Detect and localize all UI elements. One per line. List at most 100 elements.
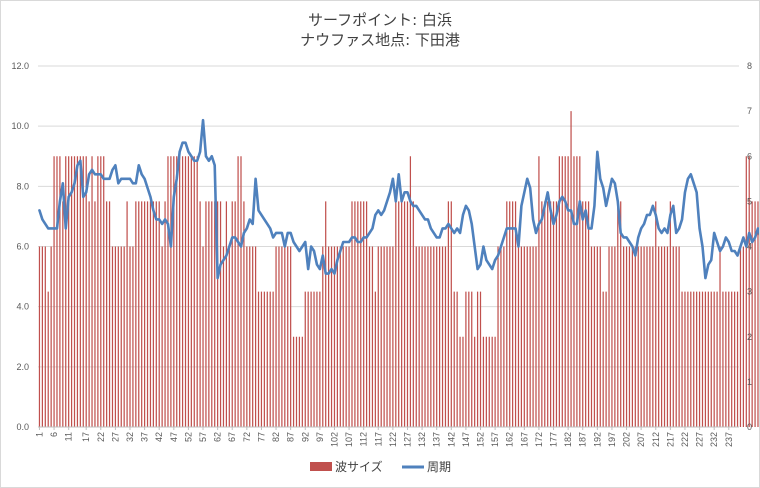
legend-line-label: 周期 [427,460,451,474]
x-tick-label: 11 [64,432,74,441]
wave-size-bar [208,201,210,427]
wave-size-bar [249,246,251,427]
wave-size-bar [290,246,292,427]
wave-size-bar [672,246,674,427]
wave-size-bar [91,156,93,427]
wave-size-bar [748,156,750,427]
wave-size-bar [468,291,470,427]
wave-size-bar [675,246,677,427]
wave-size-bar [287,246,289,427]
wave-size-bar [275,246,277,427]
wave-size-bar [725,291,727,427]
wave-size-bar [88,201,90,427]
wave-size-bar [85,156,87,427]
wave-size-bar [637,246,639,427]
wave-size-bar [582,201,584,427]
wave-size-bar [94,201,96,427]
wave-size-bar [357,201,359,427]
wave-size-bar [547,201,549,427]
legend: 波サイズ 周期 [310,459,451,474]
wave-size-bar [395,201,397,427]
period-line-layer [38,118,759,280]
x-tick-label: 127 [403,432,413,447]
wave-size-bar [190,156,192,427]
wave-size-bar [684,291,686,427]
x-tick-label: 62 [213,432,223,442]
wave-size-bar [158,201,160,427]
wave-size-bar [62,201,64,427]
wave-size-bar [754,201,756,427]
wave-size-bar [544,201,546,427]
x-tick-label: 197 [607,432,617,447]
wave-size-bar [602,291,604,427]
x-tick-label: 202 [622,432,632,447]
wave-size-bar [173,156,175,427]
right-y-tick-label: 8 [747,61,752,71]
wave-size-bar [456,291,458,427]
wave-size-bar [439,246,441,427]
x-tick-label: 232 [709,432,719,447]
wave-size-bar [222,246,225,427]
wave-size-bar [377,246,379,427]
wave-size-bar [465,291,467,427]
wave-size-bar [433,246,435,427]
x-tick-label: 17 [81,432,91,442]
wave-size-bar [599,246,601,427]
wave-size-bar [322,246,324,427]
wave-size-bar [634,246,636,427]
x-tick-label: 22 [96,432,106,442]
wave-size-bar [643,246,645,427]
wave-size-bar [328,246,330,427]
wave-size-bar [371,246,374,427]
wave-size-bar [217,201,219,427]
wave-size-bar [608,246,610,427]
wave-size-bar [254,246,257,427]
wave-size-bar [751,201,753,427]
wave-size-bar [649,246,651,427]
wave-size-bar [707,291,709,427]
wave-size-bar [260,291,263,427]
wave-size-bar [625,246,628,427]
x-axis-labels: 1 6 11 17 22 27 32 37 42 47 52 57 62 67 72 77 82 87 92 97 10… [35,427,734,447]
wave-size-bar [181,156,184,427]
x-tick-label: 57 [198,432,208,442]
right-y-axis-labels: 0 1 2 3 4 5 6 7 8 [747,61,752,432]
wave-size-bar [660,246,663,427]
wave-size-bar [704,291,707,427]
wave-size-bar [549,201,552,427]
wave-size-bar [590,246,593,427]
wave-size-bar [284,246,286,427]
x-tick-label: 217 [665,432,675,447]
wave-size-bar [143,201,146,427]
wave-size-bar [555,201,558,427]
wave-size-bar [386,246,388,427]
right-y-tick-label: 4 [747,242,752,252]
x-tick-label: 122 [388,432,398,447]
wave-size-bar [398,201,400,427]
wave-size-bar [228,246,230,427]
wave-size-bar [342,246,344,427]
wave-size-bar [666,246,669,427]
wave-size-bar [424,246,426,427]
wave-size-bar [100,156,102,427]
wave-size-bar [745,156,747,427]
wave-size-bar [471,291,473,427]
wave-size-bar [205,201,207,427]
wave-size-bar [129,246,131,427]
wave-size-bar [401,201,403,427]
wave-size-bar [278,246,280,427]
wave-size-bar [734,291,736,427]
left-y-tick-label: 6.0 [16,242,29,252]
wave-size-bar [193,156,195,427]
wave-size-bar [663,246,666,427]
wave-size-bar [646,246,648,427]
wave-size-bar [76,156,79,427]
x-tick-label: 147 [461,432,471,447]
wave-size-bar [710,291,712,427]
wave-size-bar [65,156,67,427]
wave-size-bar [736,291,739,427]
chart-title-line2: ナウファス地点: 下田港 [300,31,460,49]
x-tick-label: 1 [35,432,45,437]
wave-size-bars [38,111,759,427]
